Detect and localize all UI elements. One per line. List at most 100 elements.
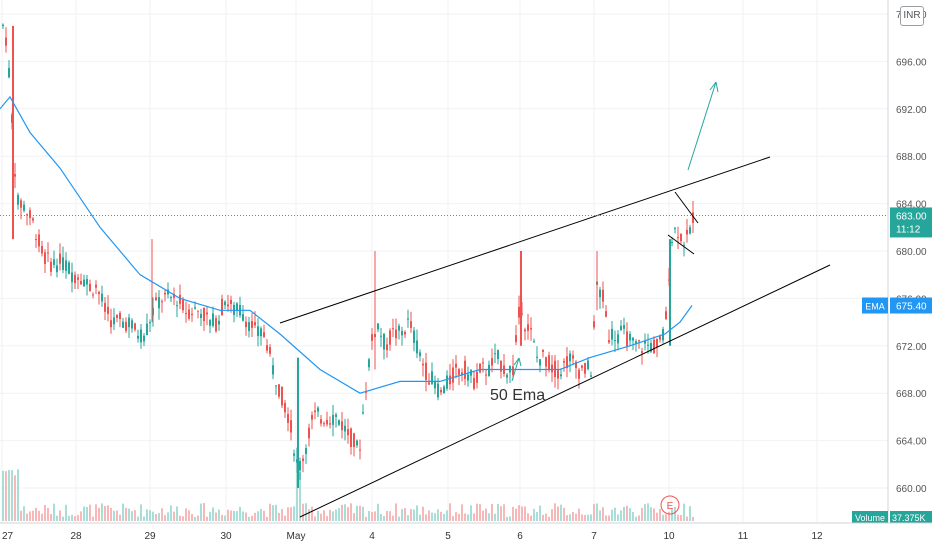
candle-body xyxy=(410,321,412,328)
x-tick-label: 30 xyxy=(220,531,232,542)
volume-bar xyxy=(332,511,334,521)
volume-bar xyxy=(671,508,673,521)
volume-bar xyxy=(188,510,190,521)
volume-bar xyxy=(596,503,598,521)
volume-bar xyxy=(668,511,670,521)
volume-bar xyxy=(461,504,463,521)
candle-body xyxy=(71,272,73,283)
candle-body xyxy=(455,363,457,368)
volume-bar xyxy=(89,504,91,521)
volume-bar xyxy=(491,503,493,521)
candle-body xyxy=(500,360,502,372)
candle-body xyxy=(179,294,181,304)
x-tick-label: 11 xyxy=(738,531,749,542)
candle-body xyxy=(557,370,559,379)
volume-bar xyxy=(239,506,241,521)
candle-body xyxy=(377,323,379,330)
volume-bar xyxy=(353,513,355,521)
volume-bar xyxy=(215,512,217,521)
x-tick-label: 6 xyxy=(517,531,523,542)
candle-body xyxy=(416,340,418,354)
candle-body xyxy=(260,328,262,337)
candle-body xyxy=(584,362,586,374)
volume-bar xyxy=(494,513,496,521)
candle-body xyxy=(392,328,394,330)
volume-bar xyxy=(110,507,112,521)
volume-bar xyxy=(245,512,247,521)
candle-body xyxy=(323,423,325,425)
volume-bar xyxy=(326,516,328,521)
candle-body xyxy=(587,360,589,370)
volume-bar xyxy=(575,513,577,521)
x-tick-label: 12 xyxy=(811,531,823,542)
volume-bar xyxy=(308,509,310,521)
candle-body xyxy=(536,356,538,358)
candle-body xyxy=(608,339,610,343)
candle-body xyxy=(527,324,529,331)
currency-badge[interactable]: INR xyxy=(900,6,924,26)
candle-body xyxy=(290,420,292,433)
volume-bar xyxy=(350,503,352,521)
volume-bar xyxy=(272,505,274,521)
volume-bar xyxy=(116,510,118,521)
candle-body xyxy=(137,335,139,339)
volume-bar xyxy=(161,508,163,521)
volume-bar xyxy=(146,509,148,521)
y-tick-label: 660.00 xyxy=(896,484,927,495)
volume-bar xyxy=(104,505,106,521)
volume-bar xyxy=(227,509,229,521)
candle-body xyxy=(689,227,691,234)
volume-bar xyxy=(422,506,424,521)
volume-bar xyxy=(323,510,325,521)
ema-value: 675.40 xyxy=(896,302,927,313)
volume-bar xyxy=(62,516,64,521)
volume-bar xyxy=(605,515,607,521)
y-tick-label: 664.00 xyxy=(896,437,927,448)
volume-bar xyxy=(20,510,22,521)
volume-bar xyxy=(170,505,172,521)
volume-bar xyxy=(428,510,430,521)
volume-bar xyxy=(194,516,196,521)
candle-body xyxy=(386,344,388,351)
candle-body xyxy=(545,357,547,367)
volume-bar xyxy=(2,470,4,521)
volume-bar xyxy=(584,514,586,521)
candle-body xyxy=(236,303,238,311)
candle-body xyxy=(95,284,97,288)
volume-bar xyxy=(431,512,433,521)
volume-bar xyxy=(389,511,391,521)
drawings[interactable]: 50 Ema E xyxy=(0,81,888,518)
candle-body xyxy=(110,320,112,328)
candle-body xyxy=(197,310,199,312)
candle-body xyxy=(380,335,382,337)
candle-body xyxy=(284,402,286,413)
candle-body xyxy=(155,297,157,301)
volume-bar xyxy=(230,510,232,521)
volume-bar xyxy=(515,508,517,521)
candle-body xyxy=(353,433,355,448)
time-axis[interactable]: 27 28 29 30 May 4 5 6 7 10 11 12 xyxy=(0,522,932,542)
price-axis[interactable]: 700.00696.00692.00688.00684.00680.00676.… xyxy=(852,0,932,523)
volume-bar xyxy=(176,506,178,521)
candle-body xyxy=(254,322,256,326)
candle-body xyxy=(626,331,628,347)
volume-legend-tag xyxy=(852,511,888,523)
candle-body xyxy=(518,306,520,318)
volume-bar xyxy=(413,509,415,521)
volume-bar xyxy=(503,504,505,521)
volume-bar xyxy=(578,508,580,521)
lower-trendline xyxy=(299,264,831,518)
volume-bar xyxy=(134,510,136,521)
volume-bar xyxy=(686,516,688,521)
volume-bar xyxy=(149,510,151,521)
candle-body xyxy=(428,382,430,385)
projection-arrow xyxy=(687,81,717,171)
candle-body xyxy=(2,24,4,27)
volume-bar xyxy=(44,504,46,521)
volume-bar xyxy=(5,471,7,521)
volume-bar xyxy=(305,503,307,521)
candle-body xyxy=(542,349,544,352)
y-tick-label: 692.00 xyxy=(896,105,927,116)
